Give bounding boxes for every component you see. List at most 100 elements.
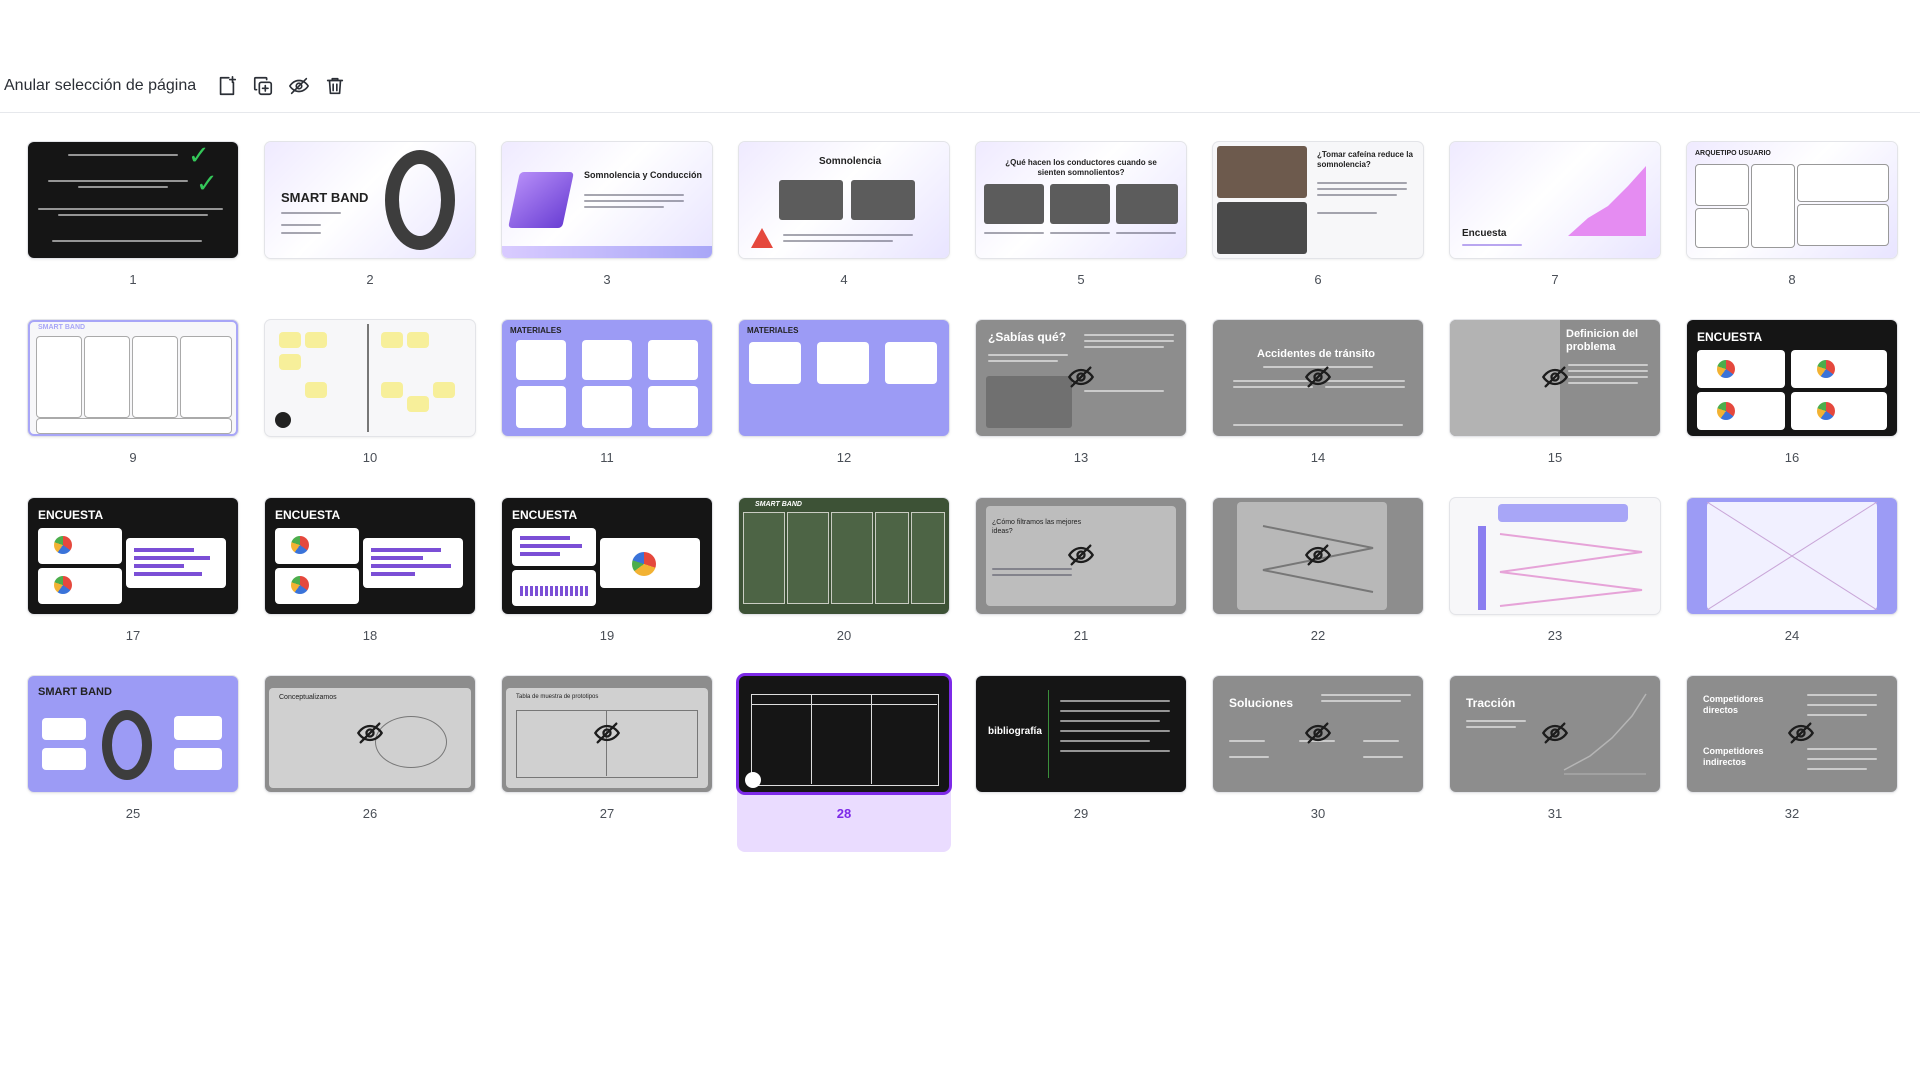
page-thumbnail[interactable]: 23 [1448, 496, 1662, 674]
page-number: 1 [129, 272, 137, 287]
page-thumbnail[interactable]: MATERIALES 12 [737, 318, 951, 496]
empathy-map-diagram [1707, 502, 1877, 610]
page-thumbnail[interactable]: 22 [1211, 496, 1425, 674]
page-thumbnail[interactable]: Competidores directos Competidores indir… [1685, 674, 1899, 852]
page-number: 12 [836, 450, 852, 465]
page-thumbnail[interactable]: Tabla de muestra de prototipos 27 [500, 674, 714, 852]
page-thumbnail[interactable]: Conceptualizamos 26 [263, 674, 477, 852]
page-number: 2 [366, 272, 374, 287]
page-thumbnail[interactable]: ¿Sabías qué? 13 [974, 318, 1188, 496]
slide-title: ARQUETIPO USUARIO [1695, 150, 1771, 157]
hidden-page-icon [1067, 363, 1095, 391]
slide-title: Encuesta [1462, 228, 1507, 239]
page-preview: Definicion del problema [1450, 320, 1660, 436]
page-thumbnail[interactable]: SMART BAND 2 [263, 140, 477, 318]
page-selection-toolbar: Anular selección de página [0, 68, 354, 104]
page-preview: MATERIALES [502, 320, 712, 436]
hidden-page-icon [1304, 541, 1332, 569]
page-number: 17 [125, 628, 141, 643]
page-preview [1213, 498, 1423, 614]
page-thumbnail[interactable]: ¿Tomar cafeína reduce la somnolencia? 6 [1211, 140, 1425, 318]
slide-subtitle: Competidores indirectos [1703, 746, 1764, 767]
page-preview: SMART BAND [28, 676, 238, 792]
page-thumbnail[interactable]: ARQUETIPO USUARIO 8 [1685, 140, 1899, 318]
slide-title: SMART BAND [38, 686, 112, 698]
page-preview: SMART BAND [28, 320, 238, 436]
page-preview [265, 320, 475, 436]
page-thumbnail[interactable]: Tracción 31 [1448, 674, 1662, 852]
slide-title: ¿Sabías qué? [988, 330, 1067, 344]
delete-page-button[interactable] [318, 69, 352, 103]
deselect-pages-button[interactable]: Anular selección de página [4, 77, 197, 94]
page-number: 31 [1547, 806, 1563, 821]
page-thumbnail[interactable]: ¿Cómo filtramos las mejores ideas? 21 [974, 496, 1188, 674]
page-preview: ENCUESTA [502, 498, 712, 614]
page-thumbnail-selected[interactable]: 28 [737, 674, 951, 852]
hidden-page-icon [1067, 541, 1095, 569]
duplicate-page-button[interactable] [246, 69, 280, 103]
slide-title: ¿Qué hacen los conductores cuando se sie… [1005, 158, 1157, 177]
slide-title: ENCUESTA [275, 508, 341, 522]
page-number: 18 [362, 628, 378, 643]
page-number: 3 [603, 272, 611, 287]
page-preview: ENCUESTA [1687, 320, 1897, 436]
slide-title: ENCUESTA [38, 508, 104, 522]
page-thumbnail[interactable]: Accidentes de tránsito 14 [1211, 318, 1425, 496]
slide-title: Tracción [1466, 696, 1516, 710]
hidden-page-icon [1541, 363, 1569, 391]
page-thumbnail[interactable]: ENCUESTA 17 [26, 496, 240, 674]
page-thumbnail[interactable]: ¿Qué hacen los conductores cuando se sie… [974, 140, 1188, 318]
page-number: 4 [840, 272, 848, 287]
page-preview: Tracción [1450, 676, 1660, 792]
page-thumbnail[interactable]: Somnolencia y Conducción 3 [500, 140, 714, 318]
page-preview: Encuesta [1450, 142, 1660, 258]
page-thumbnail[interactable]: SMART BAND 25 [26, 674, 240, 852]
page-thumbnail[interactable]: SMART BAND 9 [26, 318, 240, 496]
slide-title: SMART BAND [281, 190, 369, 205]
page-preview: Accidentes de tránsito [1213, 320, 1423, 436]
page-thumbnail[interactable]: bibliografía 29 [974, 674, 1188, 852]
page-thumbnail[interactable]: ENCUESTA 16 [1685, 318, 1899, 496]
page-number: 30 [1310, 806, 1326, 821]
slide-title: ENCUESTA [512, 508, 578, 522]
page-preview: ¿Cómo filtramos las mejores ideas? [976, 498, 1186, 614]
page-thumbnail[interactable]: Soluciones 30 [1211, 674, 1425, 852]
page-number: 11 [600, 450, 614, 465]
add-page-button[interactable] [210, 69, 244, 103]
page-number: 14 [1310, 450, 1326, 465]
page-thumbnail[interactable]: SMART BAND 20 [737, 496, 951, 674]
slide-title: SMART BAND [755, 501, 802, 508]
page-number: 7 [1551, 272, 1559, 287]
page-thumbnail[interactable]: Definicion del problema 15 [1448, 318, 1662, 496]
page-number: 22 [1310, 628, 1326, 643]
page-thumbnail[interactable]: ENCUESTA 19 [500, 496, 714, 674]
page-number: 28 [836, 806, 852, 821]
page-thumbnail[interactable]: 24 [1685, 496, 1899, 674]
page-preview: ENCUESTA [28, 498, 238, 614]
page-thumbnail[interactable]: 10 [263, 318, 477, 496]
slide-title: ¿Tomar cafeína reduce la somnolencia? [1317, 150, 1413, 169]
page-number: 16 [1784, 450, 1800, 465]
hidden-page-icon [1304, 363, 1332, 391]
page-thumbnail[interactable]: Somnolencia 4 [737, 140, 951, 318]
page-number: 15 [1547, 450, 1563, 465]
page-preview [1450, 498, 1660, 614]
slide-title: Conceptualizamos [279, 694, 337, 701]
line-chart-graphic [1563, 693, 1647, 775]
hidden-page-icon [593, 719, 621, 747]
hide-page-button[interactable] [282, 69, 316, 103]
page-preview: Somnolencia y Conducción [502, 142, 712, 258]
page-thumbnail[interactable]: Encuesta 7 [1448, 140, 1662, 318]
page-number: 8 [1788, 272, 1796, 287]
page-number: 21 [1073, 628, 1089, 643]
page-preview: ✓ ✓ [28, 142, 238, 258]
duplicate-page-icon [254, 76, 273, 96]
slide-title: Competidores directos [1703, 694, 1764, 715]
page-thumbnail[interactable]: ✓ ✓ 1 [26, 140, 240, 318]
page-preview: Soluciones [1213, 676, 1423, 792]
slide-title: Somnolencia [819, 156, 882, 167]
hidden-page-icon [1787, 719, 1815, 747]
page-thumbnail[interactable]: MATERIALES 11 [500, 318, 714, 496]
page-number: 23 [1547, 628, 1563, 643]
page-thumbnail[interactable]: ENCUESTA 18 [263, 496, 477, 674]
